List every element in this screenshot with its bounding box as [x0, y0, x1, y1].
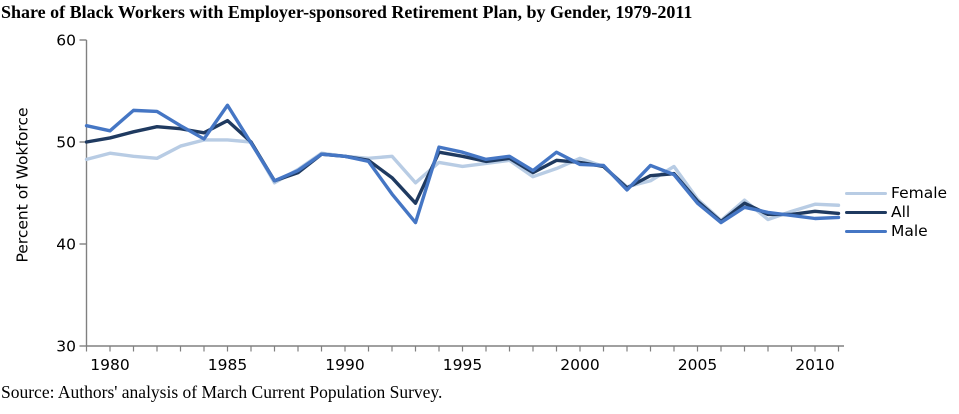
- all-line-swatch-icon: [845, 210, 887, 215]
- x-tick-label: 2005: [678, 356, 717, 374]
- y-tick-label: 60: [56, 32, 76, 50]
- x-tick-label: 2010: [795, 356, 834, 374]
- legend-label: Male: [891, 221, 928, 240]
- male-line-swatch-icon: [845, 229, 887, 234]
- y-tick-label: 40: [56, 236, 76, 254]
- legend-item-male: Male: [845, 222, 947, 241]
- y-tick-label: 50: [56, 134, 76, 152]
- x-tick-label: 1980: [90, 356, 129, 374]
- female-line-swatch-icon: [845, 191, 887, 196]
- legend-label: Female: [891, 183, 948, 202]
- legend-item-female: Female: [845, 184, 947, 203]
- x-tick-label: 1995: [443, 356, 482, 374]
- legend-item-all: All: [845, 203, 947, 222]
- chart-title: Share of Black Workers with Employer-spo…: [1, 2, 693, 22]
- x-tick-label: 1985: [208, 356, 247, 374]
- legend: Female All Male: [845, 184, 947, 241]
- source-note: Source: Authors' analysis of March Curre…: [1, 382, 443, 402]
- x-tick-label: 2000: [560, 356, 599, 374]
- legend-label: All: [891, 202, 911, 221]
- y-tick-label: 30: [56, 338, 76, 356]
- series-line-male: [84, 103, 841, 225]
- x-tick-label: 1990: [325, 356, 364, 374]
